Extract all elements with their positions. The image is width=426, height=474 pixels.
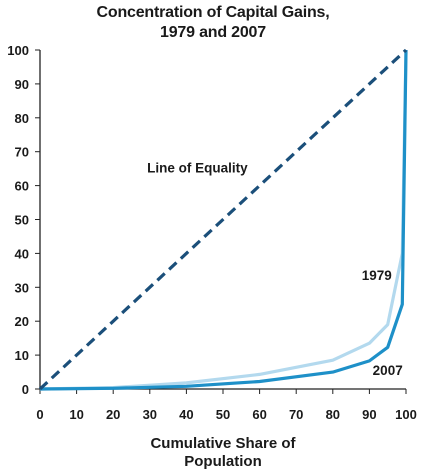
y-tick-label: 100 <box>7 43 29 58</box>
x-tick-label: 20 <box>106 407 120 422</box>
x-tick-label: 60 <box>252 407 266 422</box>
series-line-2007 <box>39 49 408 391</box>
annotation-line-of-equality: Line of Equality <box>147 161 248 176</box>
x-tick-label: 0 <box>36 407 43 422</box>
x-axis-label-line-2: Population <box>184 453 262 470</box>
y-tick-label: 60 <box>15 179 29 194</box>
y-tick-label: 40 <box>15 246 29 261</box>
y-tick-label: 90 <box>15 77 29 92</box>
y-tick-label: 50 <box>15 213 29 228</box>
x-tick-label: 40 <box>179 407 193 422</box>
x-tick-label: 10 <box>69 407 83 422</box>
x-tick-label: 100 <box>395 407 417 422</box>
x-tick-label: 90 <box>362 407 376 422</box>
y-tick-label: 10 <box>15 348 29 363</box>
x-tick-label: 30 <box>143 407 157 422</box>
chart-title-line-2: 1979 and 2007 <box>160 24 266 41</box>
annotation-1979: 1979 <box>362 268 392 283</box>
x-axis-label-line-1: Cumulative Share of <box>150 435 296 452</box>
y-tick-label: 30 <box>15 280 29 295</box>
x-tick-label: 50 <box>216 407 230 422</box>
x-tick-label: 70 <box>289 407 303 422</box>
annotation-2007: 2007 <box>373 363 403 378</box>
y-tick-label: 80 <box>15 111 29 126</box>
series-line-line-of-equality <box>38 48 408 391</box>
y-tick-label: 20 <box>15 314 29 329</box>
y-tick-label: 70 <box>15 145 29 160</box>
y-tick-label: 0 <box>22 382 29 397</box>
x-tick-label: 80 <box>326 407 340 422</box>
chart-title-line-1: Concentration of Capital Gains, <box>96 4 330 21</box>
